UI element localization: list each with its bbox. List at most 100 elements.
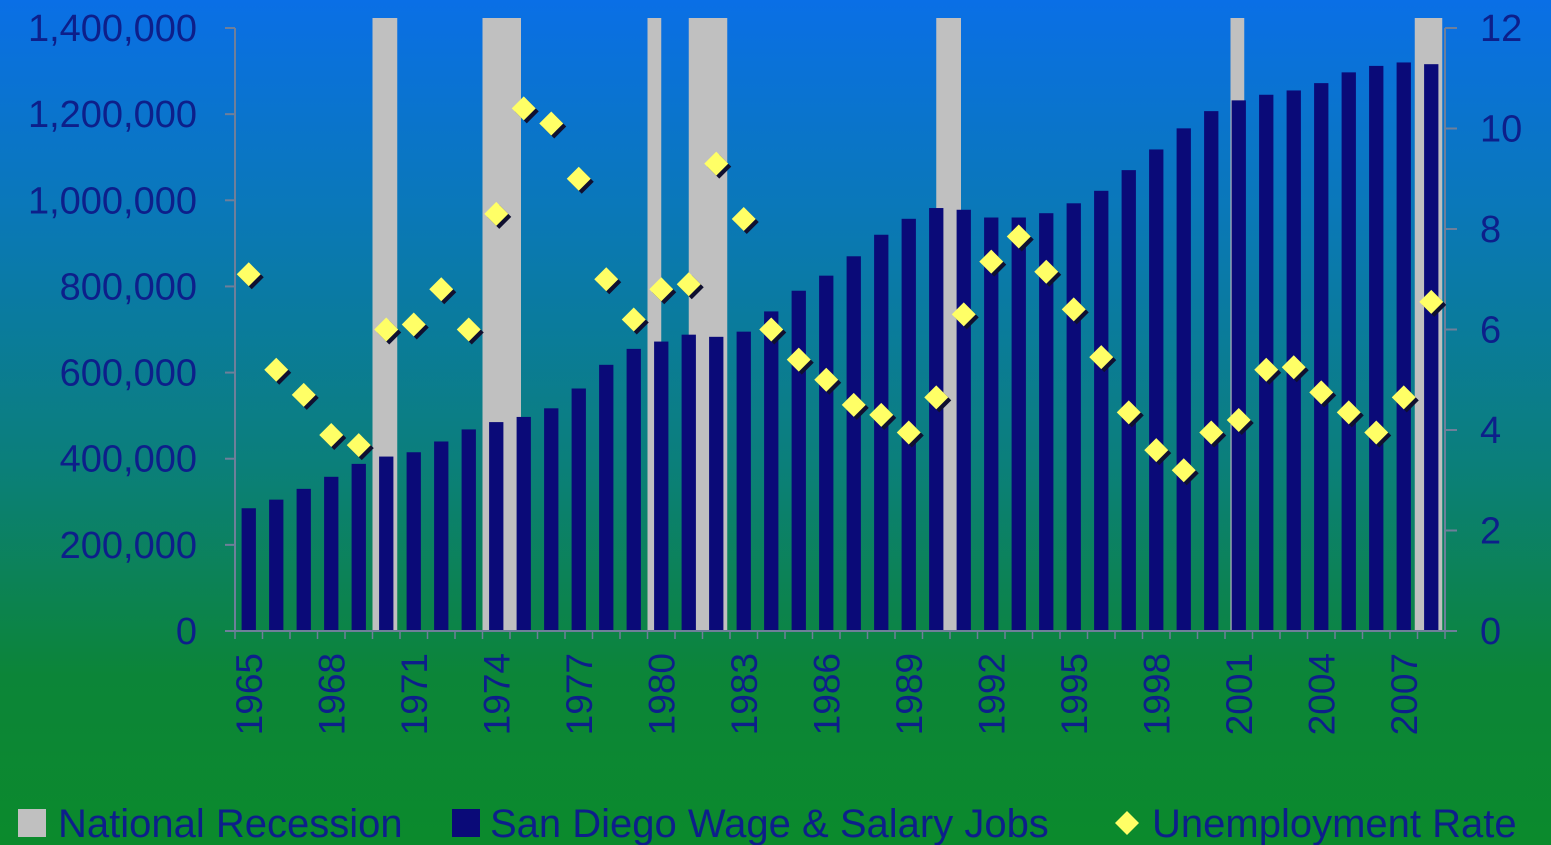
- jobs-bar: [1011, 217, 1026, 631]
- jobs-bar: [461, 429, 476, 631]
- unemployment-point: [1034, 259, 1059, 284]
- right-tick-label: 10: [1480, 109, 1522, 151]
- left-tick-label: 1,000,000: [28, 180, 197, 222]
- legend-diamond-unemployment: [1115, 811, 1139, 835]
- x-tick-label: 1992: [971, 653, 1012, 735]
- unemployment-point: [511, 96, 536, 121]
- unemployment-point: [374, 317, 399, 342]
- jobs-bar: [1341, 72, 1356, 631]
- jobs-bar: [351, 463, 366, 631]
- unemployment-point: [1171, 458, 1196, 483]
- unemployment-point: [1116, 400, 1141, 425]
- jobs-bar: [1396, 62, 1411, 631]
- left-tick-label: 400,000: [60, 439, 197, 481]
- jobs-bar: [1094, 190, 1109, 631]
- unemployment-point: [401, 312, 426, 337]
- right-tick-label: 2: [1480, 511, 1501, 553]
- jobs-bar: [681, 334, 696, 631]
- legend-swatch-jobs: [452, 809, 480, 837]
- unemployment-point: [1364, 420, 1389, 445]
- unemployment-point: [1144, 438, 1169, 463]
- legend-label-unemployment: Unemployment Rate: [1152, 802, 1517, 845]
- jobs-bars: [241, 62, 1439, 632]
- x-tick-label: 2001: [1219, 653, 1260, 735]
- right-tick-label: 0: [1480, 611, 1501, 653]
- unemployment-point: [951, 302, 976, 327]
- unemployment-point: [621, 307, 646, 332]
- x-tick-label: 2007: [1384, 653, 1425, 735]
- jobs-bar: [571, 388, 586, 631]
- unemployment-point: [1089, 345, 1114, 370]
- left-tick-label: 800,000: [60, 266, 197, 308]
- jobs-bar: [1424, 64, 1439, 632]
- jobs-bar: [1066, 203, 1081, 631]
- jobs-bar: [1204, 111, 1219, 631]
- left-tick-label: 600,000: [60, 353, 197, 395]
- jobs-bar: [599, 364, 614, 631]
- jobs-bar: [654, 341, 669, 631]
- jobs-bar: [1314, 83, 1329, 632]
- jobs-bar: [764, 311, 779, 631]
- unemployment-point: [291, 382, 316, 407]
- unemployment-point: [346, 433, 371, 458]
- legend: National Recession San Diego Wage & Salar…: [18, 802, 1517, 845]
- x-tick-label: 1995: [1054, 653, 1095, 735]
- jobs-bar: [929, 208, 944, 631]
- unemployment-point: [429, 277, 454, 302]
- unemployment-point: [1391, 385, 1416, 410]
- x-tick-label: 1986: [806, 653, 847, 735]
- unemployment-point: [979, 249, 1004, 274]
- jobs-bar: [269, 499, 284, 631]
- unemployment-point: [1254, 357, 1279, 382]
- unemployment-point: [786, 347, 811, 372]
- unemployment-point: [731, 206, 756, 231]
- unemployment-point: [896, 420, 921, 445]
- jobs-bar: [1039, 213, 1054, 631]
- jobs-bar: [1231, 100, 1246, 632]
- unemployment-point: [484, 201, 509, 226]
- x-tick-label: 1977: [559, 653, 600, 735]
- jobs-bar: [434, 441, 449, 631]
- jobs-bar: [1369, 65, 1384, 632]
- jobs-bar: [489, 422, 504, 631]
- unemployment-point: [539, 111, 564, 136]
- unemployment-point: [814, 367, 839, 392]
- unemployment-point: [236, 262, 261, 287]
- jobs-bar: [626, 348, 641, 631]
- unemployment-point: [1336, 400, 1361, 425]
- legend-label-recession: National Recession: [58, 802, 403, 845]
- jobs-bar: [241, 508, 256, 631]
- jobs-bar: [379, 456, 394, 631]
- unemployment-point: [924, 385, 949, 410]
- unemployment-point: [841, 392, 866, 417]
- unemployment-point: [759, 317, 784, 342]
- unemployment-points: [236, 96, 1447, 486]
- jobs-bar: [1149, 149, 1164, 631]
- x-tick-label: 1968: [311, 653, 352, 735]
- unemployment-point: [594, 267, 619, 292]
- jobs-bar: [544, 408, 559, 631]
- jobs-bar: [516, 416, 531, 631]
- unemployment-point: [1061, 297, 1086, 322]
- legend-label-jobs: San Diego Wage & Salary Jobs: [490, 802, 1049, 845]
- unemployment-point: [704, 151, 729, 176]
- x-tick-label: 1980: [641, 653, 682, 735]
- x-tick-label: 1989: [889, 653, 930, 735]
- x-tick-label: 1974: [476, 653, 517, 735]
- jobs-bar: [709, 336, 724, 631]
- unemployment-point: [264, 357, 289, 382]
- unemployment-point: [456, 317, 481, 342]
- jobs-bar: [1176, 128, 1191, 631]
- unemployment-point: [1226, 407, 1251, 432]
- jobs-bar: [324, 476, 339, 631]
- right-tick-label: 12: [1480, 8, 1522, 50]
- x-tick-label: 1983: [724, 653, 765, 735]
- jobs-bar: [984, 217, 999, 631]
- axes: 0 200,000 400,000 600,000 800,000 1,000,000 1,…: [28, 8, 1522, 735]
- right-tick-label: 8: [1480, 209, 1501, 251]
- right-tick-label: 4: [1480, 410, 1501, 452]
- right-tick-label: 6: [1480, 310, 1501, 352]
- unemployment-point: [1199, 420, 1224, 445]
- jobs-bar: [846, 256, 861, 631]
- unemployment-point: [319, 423, 344, 448]
